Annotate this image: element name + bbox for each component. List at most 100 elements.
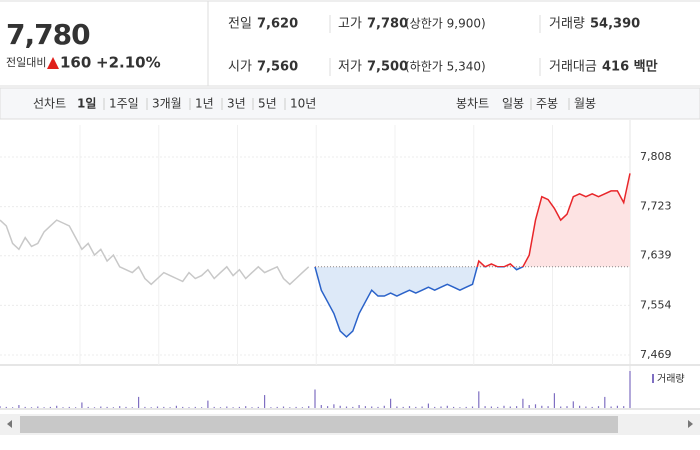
volume-bar [616, 405, 618, 408]
tab-bar [0, 87, 700, 120]
volume-bar [314, 389, 316, 408]
volume-bar [629, 371, 631, 408]
change-rate: +2.10% [96, 54, 161, 72]
tab[interactable]: 주봉 [536, 97, 558, 111]
volume-bar [201, 407, 203, 408]
volume-bar [289, 407, 291, 408]
price-line [0, 219, 310, 286]
volume-bar [503, 405, 505, 408]
scroll-left[interactable] [7, 420, 12, 428]
volume-bar [169, 407, 171, 408]
volume-bar [585, 406, 587, 408]
volume-bar [390, 398, 392, 408]
volume-bar [232, 407, 234, 408]
volume-bar [93, 407, 96, 408]
volume-bar [219, 407, 222, 408]
volume-bar [226, 406, 228, 408]
volume-bar [333, 404, 335, 408]
volume-bar [446, 405, 448, 408]
volume-bar [238, 406, 240, 408]
volume-bar [251, 407, 253, 408]
change-label: 전일대비 [6, 55, 46, 69]
volume-bar [434, 406, 436, 408]
volume-bar [75, 407, 77, 408]
volume-bar [62, 407, 64, 408]
volume-bar [301, 407, 303, 408]
volume-bar [245, 406, 247, 408]
tab[interactable]: 10년 [290, 97, 316, 111]
quote-value: 7,560 [257, 60, 298, 75]
volume-bar [5, 406, 7, 408]
tab[interactable]: 1일 [77, 97, 96, 111]
volume-bar [465, 406, 467, 408]
quote-value: 7,780 [367, 17, 408, 32]
volume-bar [18, 405, 20, 408]
volume-bar [327, 406, 329, 408]
volume-bar [453, 406, 455, 408]
change: 160 [60, 54, 91, 72]
volume-bar [257, 406, 259, 408]
legend-swatch [652, 374, 654, 383]
volume-bar [276, 406, 278, 408]
volume-bar [30, 407, 33, 408]
y-tick-label: 7,808 [640, 150, 672, 163]
quote-value: 7,500 [367, 60, 408, 75]
tab[interactable]: 1년 [195, 97, 214, 111]
volume-bar [358, 405, 360, 408]
volume-bar [408, 406, 411, 408]
volume-bar [553, 393, 555, 408]
volume-bar [43, 407, 45, 408]
quote-value: 54,390 [590, 17, 640, 32]
scrollbar[interactable] [0, 414, 700, 435]
volume-bar [427, 403, 429, 408]
volume-bar [320, 405, 322, 408]
volume-bar [339, 405, 341, 408]
volume-bar [497, 406, 499, 408]
volume-bar [144, 406, 146, 408]
volume-bar [597, 406, 600, 408]
volume-bar [566, 406, 568, 408]
y-tick-label: 7,469 [640, 348, 672, 361]
tab[interactable]: 1주일 [109, 97, 139, 111]
quote-value: 416 백만 [602, 59, 658, 75]
volume-bar [150, 407, 152, 408]
volume-bar [478, 391, 480, 408]
volume-bar [308, 406, 310, 408]
area-fill [315, 173, 630, 337]
quote-note: (하한가 5,340) [405, 60, 486, 74]
scroll-thumb[interactable] [20, 416, 618, 433]
volume-bar [440, 406, 442, 408]
quote-value: 7,620 [257, 17, 298, 32]
volume-bar [270, 407, 272, 408]
volume-bar [282, 406, 285, 408]
tab[interactable]: 월봉 [574, 97, 596, 111]
volume-bar [534, 404, 537, 408]
volume-bar [522, 398, 524, 408]
volume-bar [572, 401, 574, 408]
volume-bar [509, 406, 511, 408]
volume-bar [188, 407, 190, 408]
tab[interactable]: 3년 [227, 97, 246, 111]
volume-bar [604, 396, 606, 408]
tab[interactable]: 5년 [258, 97, 277, 111]
tab[interactable]: 3개월 [152, 97, 182, 111]
volume-bar [396, 406, 398, 408]
tab[interactable]: 일봉 [502, 97, 524, 111]
scroll-right[interactable] [688, 420, 693, 428]
y-tick-label: 7,554 [640, 298, 672, 311]
volume-bar [610, 406, 612, 408]
quote-label: 시가 [228, 60, 252, 75]
volume-bar [12, 407, 14, 408]
tab-group-label: 봉차트 [456, 97, 489, 111]
volume-bar [131, 407, 133, 408]
volume-bar [295, 406, 297, 408]
volume-bar [194, 406, 196, 408]
quote-label: 고가 [338, 17, 362, 32]
volume-bar [459, 407, 461, 408]
volume-bar [37, 406, 39, 408]
volume-bar [68, 406, 70, 408]
volume-bar [402, 406, 404, 408]
volume-bar [49, 406, 51, 408]
volume-bar [591, 406, 593, 408]
